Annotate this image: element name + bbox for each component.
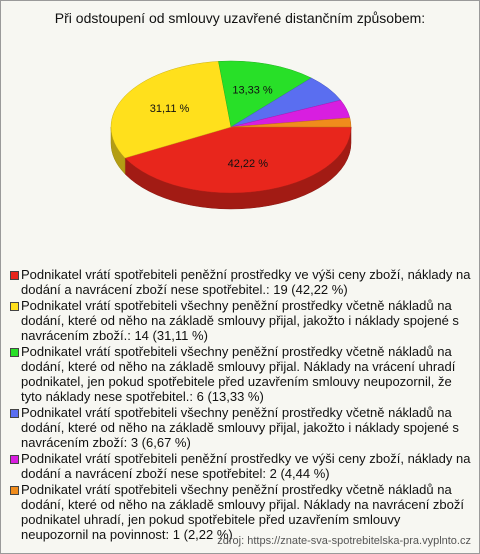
- legend-entry: Podnikatel vrátí spotřebiteli peněžní pr…: [9, 267, 471, 297]
- source: zdroj: https://znate-sva-spotrebitelska-…: [217, 535, 471, 547]
- legend: Podnikatel vrátí spotřebiteli peněžní pr…: [9, 267, 471, 543]
- pie-slice: [218, 60, 312, 128]
- legend-entry: Podnikatel vrátí spotřebiteli všechny pe…: [9, 405, 471, 450]
- legend-label: Podnikatel vrátí spotřebiteli peněžní pr…: [21, 451, 471, 481]
- legend-swatch: [10, 486, 19, 495]
- legend-label: Podnikatel vrátí spotřebiteli peněžní pr…: [21, 267, 471, 297]
- pie-area: 42,22 % 31,11 % 13,33 %: [110, 60, 352, 210]
- legend-swatch: [10, 271, 19, 280]
- pie-slice: [230, 117, 352, 128]
- legend-swatch: [10, 455, 19, 464]
- legend-entry: Podnikatel vrátí spotřebiteli všechny pe…: [9, 482, 471, 542]
- chart-title: Při odstoupení od smlouvy uzavřené dista…: [54, 10, 426, 26]
- legend-entry: Podnikatel vrátí spotřebiteli všechny pe…: [9, 298, 471, 343]
- legend-swatch: [10, 348, 19, 357]
- slice-label: 42,22 %: [228, 158, 269, 170]
- legend-swatch: [10, 409, 19, 418]
- pie-slice: [110, 61, 232, 159]
- legend-label: Podnikatel vrátí spotřebiteli všechny pe…: [21, 405, 459, 450]
- legend-label: Podnikatel vrátí spotřebiteli všechny pe…: [21, 344, 456, 404]
- legend-entry: Podnikatel vrátí spotřebiteli všechny pe…: [9, 344, 471, 404]
- legend-label: Podnikatel vrátí spotřebiteli všechny pe…: [21, 298, 459, 343]
- slice-label: 13,33 %: [232, 85, 273, 97]
- slice-label: 31,11 %: [150, 103, 190, 115]
- pie-slice: [124, 126, 352, 194]
- legend-swatch: [10, 302, 19, 311]
- legend-entry: Podnikatel vrátí spotřebiteli peněžní pr…: [9, 451, 471, 481]
- legend-label: Podnikatel vrátí spotřebiteli všechny pe…: [21, 482, 464, 542]
